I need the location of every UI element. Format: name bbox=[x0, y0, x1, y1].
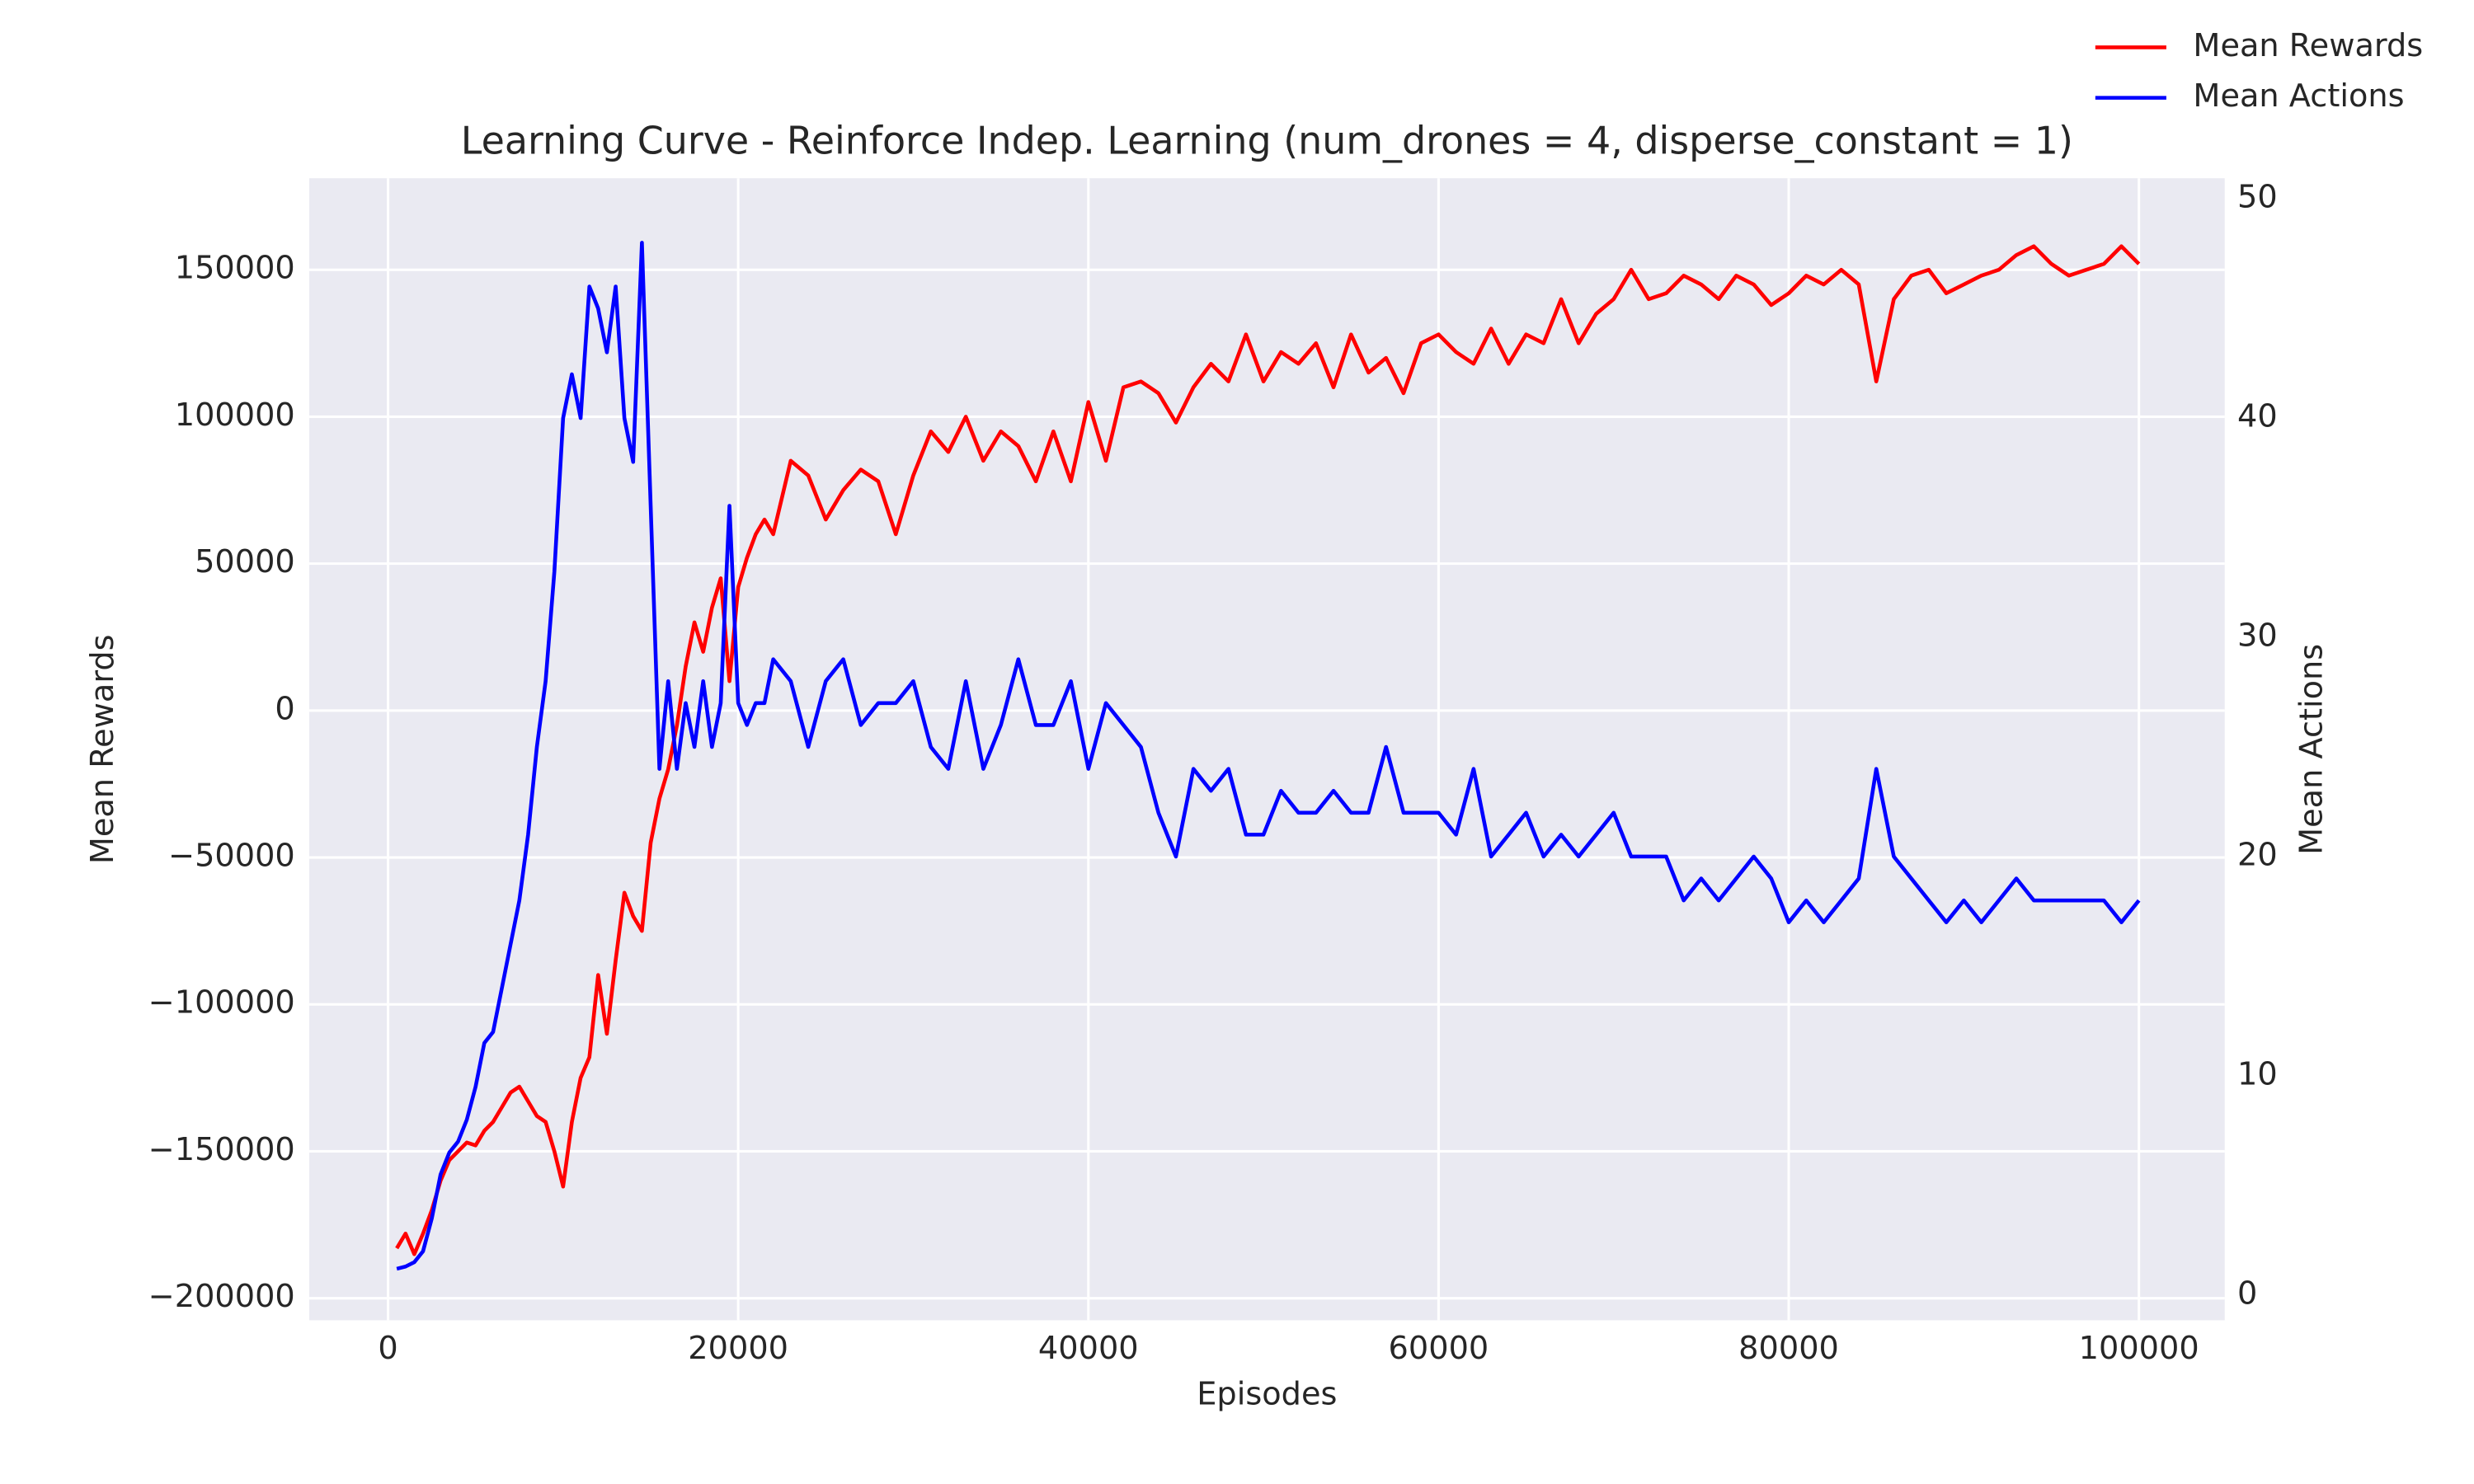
x-tick-label: 60000 bbox=[1389, 1330, 1489, 1367]
y2-axis-label: Mean Actions bbox=[2293, 644, 2330, 855]
x-tick-label: 40000 bbox=[1038, 1330, 1139, 1367]
y-tick-label: −50000 bbox=[168, 838, 295, 875]
y2-tick-label: 0 bbox=[2237, 1275, 2257, 1312]
y-tick-label: 100000 bbox=[175, 397, 295, 434]
y2-tick-label: 40 bbox=[2237, 398, 2278, 435]
legend-label: Mean Rewards bbox=[2193, 27, 2423, 64]
y-axis-label: Mean Rewards bbox=[84, 634, 121, 864]
lines bbox=[395, 241, 2141, 1271]
chart-title: Learning Curve - Reinforce Indep. Learni… bbox=[461, 119, 2073, 163]
y-tick-label: 0 bbox=[275, 690, 294, 727]
plot-area bbox=[309, 178, 2225, 1321]
series-line bbox=[396, 241, 2141, 1271]
y2-tick-label: 20 bbox=[2237, 836, 2278, 873]
legend: Mean Rewards Mean Actions bbox=[2095, 27, 2423, 115]
y-tick-label: −100000 bbox=[148, 984, 295, 1021]
y-tick-label: −200000 bbox=[148, 1278, 295, 1315]
x-tick-label: 0 bbox=[378, 1330, 397, 1367]
x-tick-label: 80000 bbox=[1738, 1330, 1839, 1367]
y2-tick-label: 50 bbox=[2237, 179, 2278, 216]
y-tick-label: 50000 bbox=[195, 543, 295, 580]
y-tick-label: 150000 bbox=[175, 250, 295, 287]
y-tick-label: −150000 bbox=[148, 1131, 295, 1168]
y2-tick-label: 30 bbox=[2237, 618, 2278, 655]
grid bbox=[309, 178, 2225, 1321]
x-tick-label: 100000 bbox=[2079, 1330, 2199, 1367]
legend-label: Mean Actions bbox=[2193, 77, 2404, 115]
x-tick-label: 20000 bbox=[688, 1330, 788, 1367]
series-line bbox=[395, 244, 2141, 1256]
x-axis-label: Episodes bbox=[1197, 1376, 1337, 1413]
y2-tick-label: 10 bbox=[2237, 1055, 2278, 1092]
